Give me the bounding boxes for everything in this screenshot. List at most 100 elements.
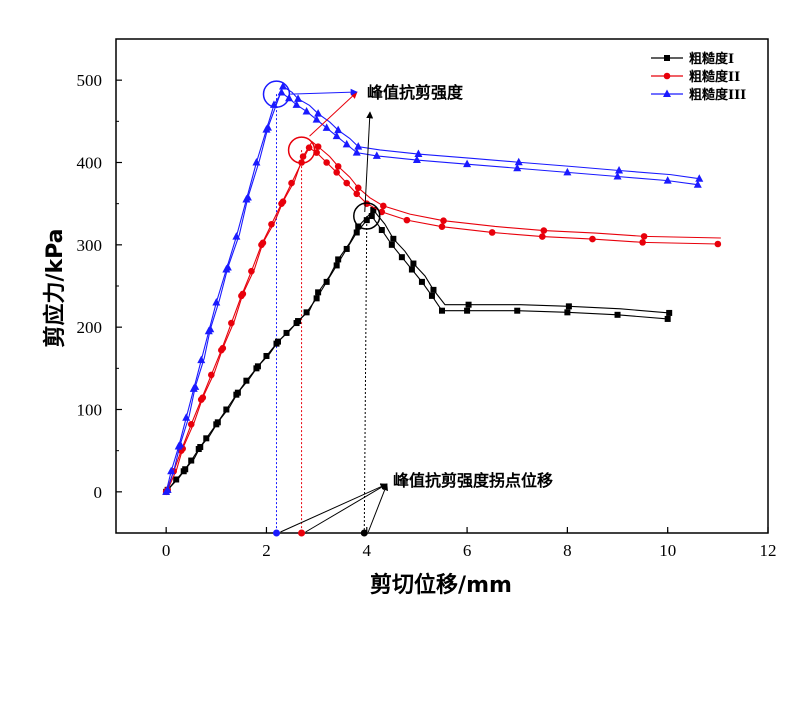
data-point [353, 229, 360, 236]
data-point [312, 115, 321, 123]
data-point [354, 142, 363, 150]
data-point [370, 207, 377, 214]
data-point [343, 245, 350, 252]
data-point [212, 297, 221, 306]
data-point [463, 159, 472, 168]
data-point [390, 235, 397, 242]
data-point [303, 309, 310, 316]
data-point [412, 155, 421, 164]
data-point [614, 311, 621, 318]
tick-labels: 0 2 4 6 8 10 12 0 100 200 300 400 500 [77, 71, 777, 560]
peak-arrow [364, 111, 374, 213]
data-point [343, 179, 351, 187]
data-point [314, 143, 322, 150]
data-point [323, 159, 330, 166]
data-point [206, 324, 215, 333]
data-point [663, 176, 672, 184]
data-point [514, 157, 523, 166]
y-axis-title: 剪应力/kPa [42, 228, 68, 347]
data-point [163, 485, 172, 493]
data-point [640, 233, 648, 240]
data-point [243, 377, 250, 384]
data-point [199, 394, 207, 401]
data-point [313, 295, 320, 302]
displacement-arrow [280, 483, 388, 533]
data-point [663, 72, 671, 80]
data-point [254, 363, 261, 370]
x-tick-label: 2 [262, 541, 271, 560]
data-point [167, 466, 176, 475]
data-point [259, 239, 267, 247]
data-point [398, 254, 405, 261]
series-layer [162, 82, 722, 496]
peak-circle [353, 202, 381, 230]
peak-displacement-label: 峰值抗剪强度拐点位移 [393, 471, 553, 490]
data-point [342, 139, 351, 148]
data-point [354, 184, 362, 192]
data-point [197, 355, 206, 364]
x-tick-label: 0 [162, 541, 171, 560]
x-tick-label: 12 [760, 541, 777, 560]
data-point [243, 193, 252, 201]
data-point [207, 371, 215, 379]
data-point [334, 125, 343, 134]
peak-arrow [309, 91, 358, 137]
data-point [214, 419, 221, 426]
data-point [223, 406, 230, 413]
data-point [613, 171, 622, 180]
data-point [219, 344, 227, 352]
data-point [563, 167, 572, 176]
data-point [380, 202, 387, 210]
data-point [540, 227, 548, 234]
x-tick-label: 6 [463, 541, 472, 560]
data-point [403, 216, 411, 224]
data-point [176, 440, 185, 448]
data-point [333, 262, 340, 269]
data-point [514, 307, 521, 314]
data-point [353, 190, 361, 198]
data-point [332, 131, 341, 140]
data-point [388, 241, 395, 248]
x-tick-label: 8 [563, 541, 572, 560]
data-point [408, 266, 415, 273]
y-tick-label: 500 [77, 71, 103, 90]
displacement-point [360, 529, 368, 537]
peak-strength-label: 峰值抗剪强度 [367, 83, 464, 102]
data-point [439, 307, 445, 314]
data-point [274, 338, 281, 345]
displacement-point [298, 529, 306, 537]
data-point [314, 109, 323, 117]
data-point [223, 263, 232, 271]
data-point [239, 290, 247, 298]
data-point [294, 94, 303, 102]
data-point [378, 227, 385, 234]
x-axis-title: 剪切位移/mm [370, 572, 512, 598]
data-point [248, 267, 255, 275]
data-point [279, 198, 287, 205]
data-point [334, 163, 342, 170]
data-point [428, 292, 435, 299]
data-point [615, 165, 624, 174]
displacement-arrow [367, 483, 388, 533]
data-point [693, 180, 702, 188]
y-tick-label: 100 [77, 401, 103, 420]
data-point [228, 319, 235, 327]
data-point [565, 303, 572, 310]
data-point [418, 278, 425, 285]
data-point [191, 382, 200, 390]
data-point [263, 123, 272, 131]
x-tick-label: 4 [363, 541, 372, 560]
data-point [368, 213, 375, 220]
data-point [283, 329, 290, 336]
data-point [187, 421, 195, 428]
data-point [664, 315, 671, 322]
data-point [268, 220, 275, 228]
series-circle [162, 140, 722, 496]
x-tick-label: 10 [659, 541, 676, 560]
data-point [564, 309, 571, 316]
legend-label: 粗糙度I [689, 51, 734, 67]
data-point [315, 289, 322, 296]
data-point [277, 88, 286, 96]
data-point [589, 235, 596, 243]
y-tick-label: 200 [77, 318, 103, 337]
